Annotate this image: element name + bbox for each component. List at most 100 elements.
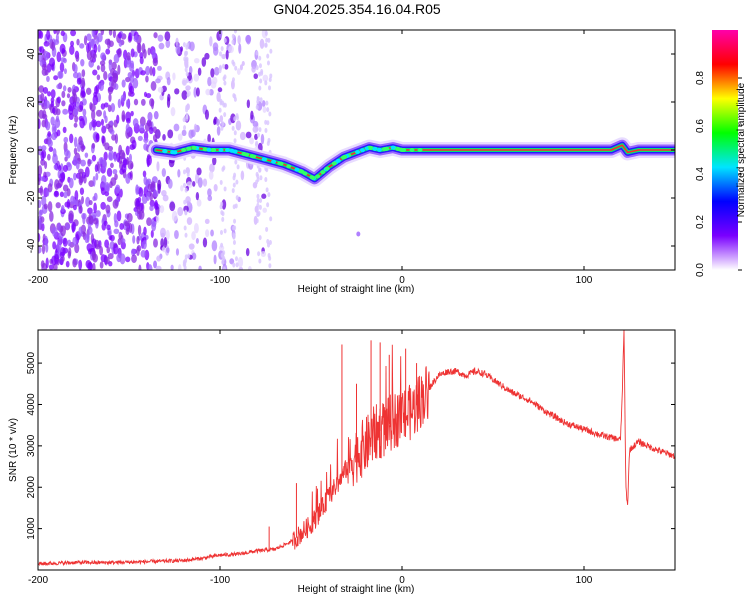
noise-blob (116, 152, 121, 163)
noise-blob (132, 77, 139, 89)
noise-band-blob (231, 59, 235, 65)
noise-band-blob (255, 104, 259, 110)
noise-blob (207, 76, 212, 87)
ridge-blob (302, 171, 308, 176)
noise-blob (238, 43, 242, 54)
noise-blob (212, 156, 217, 166)
noise-blob (117, 238, 122, 246)
noise-blob (66, 93, 71, 99)
colorbar-tick-label: 0.0 (695, 263, 706, 277)
noise-blob (106, 167, 113, 177)
noise-band-blob (231, 77, 235, 83)
ridge-blob (202, 147, 208, 152)
noise-blob (138, 264, 142, 270)
colorbar-tick-label: 0.6 (695, 119, 706, 133)
noise-blob (157, 65, 162, 71)
noise-band-blob (266, 120, 270, 126)
noise-blob (91, 109, 96, 121)
noise-blob (161, 168, 166, 177)
noise-band-blob (185, 112, 189, 118)
noise-blob (89, 38, 95, 47)
noise-blob (119, 253, 126, 265)
noise-blob (55, 115, 60, 123)
noise-blob (55, 202, 61, 209)
ridge-blob (409, 148, 415, 152)
noise-blob (40, 92, 45, 102)
noise-blob (89, 121, 93, 131)
noise-blob (210, 81, 217, 89)
ridge-blob (390, 145, 396, 150)
noise-blob (62, 126, 67, 134)
snr-panel: -200 -100 0 100 1000 2000 3000 4000 5000 Height… (8, 329, 676, 595)
noise-blob (54, 253, 59, 265)
ridge-blob (191, 145, 197, 150)
noise-blob (61, 90, 66, 99)
ridge-blob (417, 148, 423, 152)
noise-blob (40, 158, 46, 166)
noise-blob (69, 133, 74, 144)
ridge-blob (320, 170, 326, 175)
snr-y-tick-label: 5000 (26, 352, 37, 375)
noise-blob (62, 164, 68, 173)
noise-blob (201, 57, 207, 67)
noise-band-blob (256, 202, 260, 208)
noise-blob (125, 256, 131, 263)
colorbar: 0.0 0.2 0.4 0.6 0.8 Normalized spectral ampl… (695, 30, 747, 277)
noise-blob (38, 85, 45, 93)
noise-blob (209, 163, 215, 173)
noise-band-blob (222, 76, 226, 82)
noise-blob (72, 236, 78, 246)
noise-blob (41, 119, 47, 128)
noise-blob (139, 123, 145, 132)
noise-blob (39, 185, 44, 196)
noise-blob (110, 162, 114, 168)
noise-blob (121, 238, 126, 244)
spectrogram-x-tick-label: 100 (576, 275, 593, 286)
noise-blob (38, 165, 43, 176)
noise-blob (76, 77, 82, 85)
noise-blob (156, 215, 160, 223)
noise-blob (196, 167, 202, 176)
noise-blob (152, 134, 158, 142)
noise-blob (61, 100, 66, 107)
ridge-blob (286, 164, 292, 169)
noise-band-blob (221, 63, 225, 69)
noise-blob (72, 72, 79, 79)
noise-blob (193, 86, 198, 98)
noise-blob (104, 191, 110, 197)
noise-blob (56, 129, 61, 137)
noise-blob (166, 76, 171, 86)
noise-blob (47, 153, 51, 161)
noise-blob (213, 254, 217, 265)
noise-blob (210, 229, 214, 237)
noise-band-blob (256, 132, 260, 138)
noise-blob (245, 131, 252, 139)
noise-blob (87, 158, 92, 167)
noise-blob (178, 264, 182, 270)
noise-band-blob (184, 254, 188, 260)
noise-blob (63, 191, 68, 199)
snr-x-tick-label: -200 (28, 575, 48, 586)
noise-blob (167, 93, 171, 102)
noise-blob (122, 157, 127, 169)
noise-blob (152, 57, 159, 67)
noise-blob (99, 245, 104, 256)
noise-blob (156, 161, 160, 172)
noise-blob (177, 133, 183, 141)
noise-blob (131, 139, 137, 150)
noise-blob (81, 77, 86, 88)
noise-band-blob (185, 71, 189, 77)
noise-blob (180, 185, 184, 192)
snr-y-label: SNR (10 * v/v) (8, 418, 19, 482)
noise-blob (96, 74, 101, 81)
noise-blob (175, 248, 180, 256)
noise-blob (165, 39, 171, 48)
noise-band-blob (183, 199, 187, 205)
noise-blob (101, 135, 105, 144)
noise-blob (100, 63, 106, 73)
noise-blob (145, 92, 152, 99)
noise-blob (151, 220, 157, 232)
snr-area (38, 330, 675, 567)
noise-band-blob (223, 80, 227, 86)
